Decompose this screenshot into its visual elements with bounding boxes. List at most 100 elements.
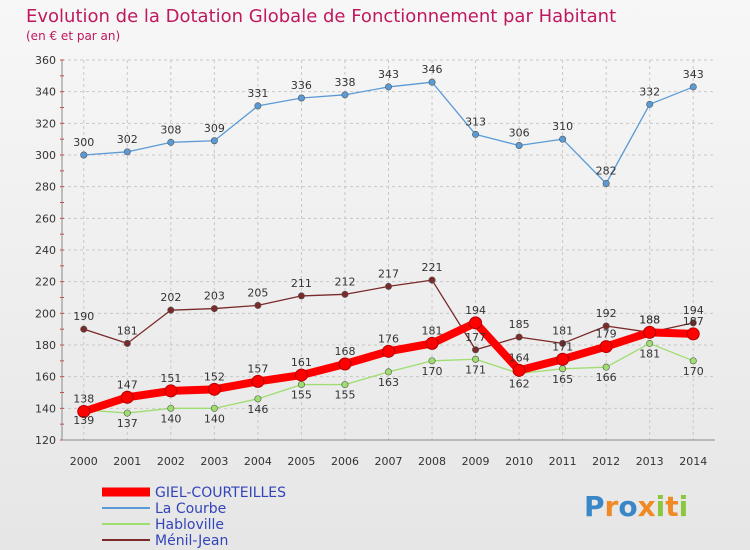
data-point xyxy=(123,148,131,156)
y-tick-label: 200 xyxy=(35,307,56,320)
data-point xyxy=(602,363,610,371)
data-point xyxy=(425,336,439,350)
data-point xyxy=(341,381,349,389)
data-label: 177 xyxy=(465,331,486,344)
data-point xyxy=(294,368,308,382)
x-tick-label: 2009 xyxy=(462,455,490,468)
data-label: 212 xyxy=(334,275,355,288)
data-point xyxy=(689,357,697,365)
data-point xyxy=(120,390,134,404)
data-point xyxy=(559,135,567,143)
data-label: 179 xyxy=(596,328,617,341)
data-point xyxy=(384,282,392,290)
data-point xyxy=(251,374,265,388)
data-point xyxy=(559,365,567,373)
data-point xyxy=(428,276,436,284)
y-tick-label: 240 xyxy=(35,244,56,257)
legend-label: Ménil-Jean xyxy=(155,533,228,549)
data-point xyxy=(80,151,88,159)
data-label: 194 xyxy=(465,304,486,317)
data-label: 190 xyxy=(73,310,94,323)
data-label: 155 xyxy=(334,389,355,402)
x-tick-label: 2012 xyxy=(592,455,620,468)
data-labels: 300 302 308 309 331 336 338 343 346 313 306 310 282 3… xyxy=(73,63,703,430)
data-label: 306 xyxy=(509,127,530,140)
grid xyxy=(62,59,715,441)
data-label: 188 xyxy=(639,313,660,326)
data-label: 309 xyxy=(204,122,225,135)
data-point xyxy=(602,180,610,188)
data-point xyxy=(167,306,175,314)
data-label: 181 xyxy=(117,324,138,337)
data-point xyxy=(77,405,91,418)
data-label: 168 xyxy=(334,345,355,358)
data-label: 313 xyxy=(465,115,486,128)
data-point xyxy=(80,325,88,333)
x-tick-label: 2002 xyxy=(157,455,185,468)
data-label: 166 xyxy=(596,371,617,384)
data-point xyxy=(384,368,392,376)
data-point xyxy=(643,325,657,339)
data-point xyxy=(167,138,175,146)
data-label: 139 xyxy=(73,414,94,427)
data-label: 188 xyxy=(639,313,660,326)
data-point xyxy=(254,301,262,309)
x-tick-label: 2007 xyxy=(375,455,403,468)
data-label: 343 xyxy=(683,68,704,81)
data-label: 152 xyxy=(204,370,225,383)
data-label: 217 xyxy=(378,267,399,280)
series-layer xyxy=(77,78,700,418)
data-point xyxy=(210,137,218,145)
data-point xyxy=(254,102,262,110)
data-point xyxy=(123,339,131,347)
data-label: 181 xyxy=(422,324,443,337)
data-label: 165 xyxy=(552,373,573,386)
data-point xyxy=(338,357,352,371)
data-label: 171 xyxy=(465,363,486,376)
data-label: 185 xyxy=(509,318,530,331)
y-tick-label: 340 xyxy=(35,86,56,99)
data-point xyxy=(207,382,221,396)
data-point xyxy=(646,100,654,108)
data-label: 163 xyxy=(378,376,399,389)
data-label: 138 xyxy=(73,393,94,406)
data-point xyxy=(556,352,570,366)
legend-label: GIEL-COURTEILLES xyxy=(155,485,286,501)
data-label: 170 xyxy=(422,365,443,378)
data-label: 137 xyxy=(117,417,138,430)
svg-text:Proxiti: Proxiti xyxy=(584,490,688,523)
data-label: 161 xyxy=(291,356,312,369)
data-label: 162 xyxy=(509,378,530,391)
data-point xyxy=(686,327,700,341)
data-label: 211 xyxy=(291,277,312,290)
data-point xyxy=(472,346,480,354)
data-label: 170 xyxy=(683,365,704,378)
data-point xyxy=(341,290,349,298)
data-label: 336 xyxy=(291,79,312,92)
data-point xyxy=(515,142,523,150)
data-point xyxy=(341,91,349,99)
data-label: 343 xyxy=(378,68,399,81)
data-label: 155 xyxy=(291,389,312,402)
y-tick-label: 140 xyxy=(35,402,56,415)
axes: 120 140 160 180 200 220 240 260 280 300 320 340 360 2… xyxy=(35,54,715,468)
data-label: 171 xyxy=(552,340,573,353)
data-label: 205 xyxy=(247,286,268,299)
y-tick-label: 180 xyxy=(35,339,56,352)
data-point xyxy=(210,305,218,313)
data-label: 310 xyxy=(552,120,573,133)
data-point xyxy=(384,83,392,91)
chart-title: Evolution de la Dotation Globale de Fonc… xyxy=(26,6,616,27)
data-point xyxy=(599,340,613,354)
x-tick-label: 2010 xyxy=(505,455,533,468)
data-label: 140 xyxy=(160,412,181,425)
data-label: 282 xyxy=(596,165,617,178)
data-label: 192 xyxy=(596,307,617,320)
data-point xyxy=(297,94,305,102)
x-tick-label: 2003 xyxy=(200,455,228,468)
x-tick-label: 2011 xyxy=(549,455,577,468)
chart-subtitle: (en € et par an) xyxy=(26,29,120,43)
data-label: 308 xyxy=(160,123,181,136)
